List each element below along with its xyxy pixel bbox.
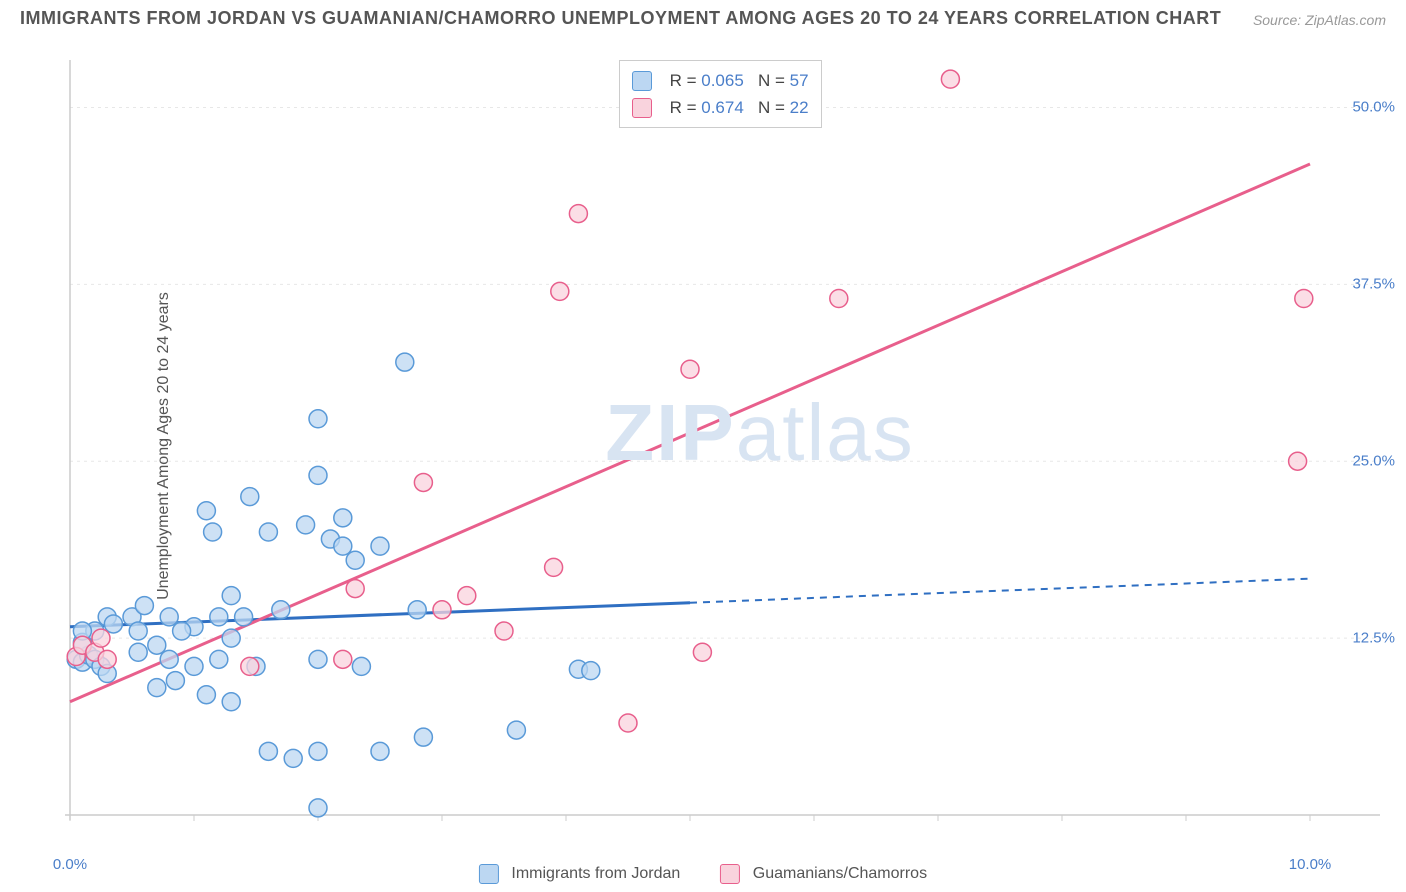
correlation-legend: R = 0.065 N = 57 R = 0.674 N = 22 <box>619 60 822 128</box>
legend-swatch-jordan <box>632 71 652 91</box>
chart-area: ZIPatlas R = 0.065 N = 57 R = 0.674 N = … <box>60 55 1390 845</box>
legend-stat-text: R = 0.065 N = 57 <box>670 67 809 94</box>
legend-swatch-guam <box>632 98 652 118</box>
legend-label: Guamanians/Chamorros <box>753 865 927 882</box>
legend-row-guam: R = 0.674 N = 22 <box>632 94 809 121</box>
legend-item-guam: Guamanians/Chamorros <box>720 864 927 884</box>
source-label: Source: ZipAtlas.com <box>1253 12 1386 28</box>
y-tick-label: 25.0% <box>1352 453 1395 470</box>
x-tick-label: 10.0% <box>1289 856 1332 873</box>
y-tick-label: 50.0% <box>1352 99 1395 116</box>
y-tick-label: 12.5% <box>1352 630 1395 647</box>
y-tick-label: 37.5% <box>1352 276 1395 293</box>
series-legend: Immigrants from Jordan Guamanians/Chamor… <box>479 864 927 884</box>
legend-stat-text: R = 0.674 N = 22 <box>670 94 809 121</box>
legend-swatch-jordan <box>479 864 499 884</box>
legend-item-jordan: Immigrants from Jordan <box>479 864 680 884</box>
legend-row-jordan: R = 0.065 N = 57 <box>632 67 809 94</box>
legend-label: Immigrants from Jordan <box>511 865 680 882</box>
chart-title: IMMIGRANTS FROM JORDAN VS GUAMANIAN/CHAM… <box>20 8 1221 29</box>
x-tick-label: 0.0% <box>53 856 87 873</box>
legend-swatch-guam <box>720 864 740 884</box>
scatter-chart <box>60 55 1390 845</box>
